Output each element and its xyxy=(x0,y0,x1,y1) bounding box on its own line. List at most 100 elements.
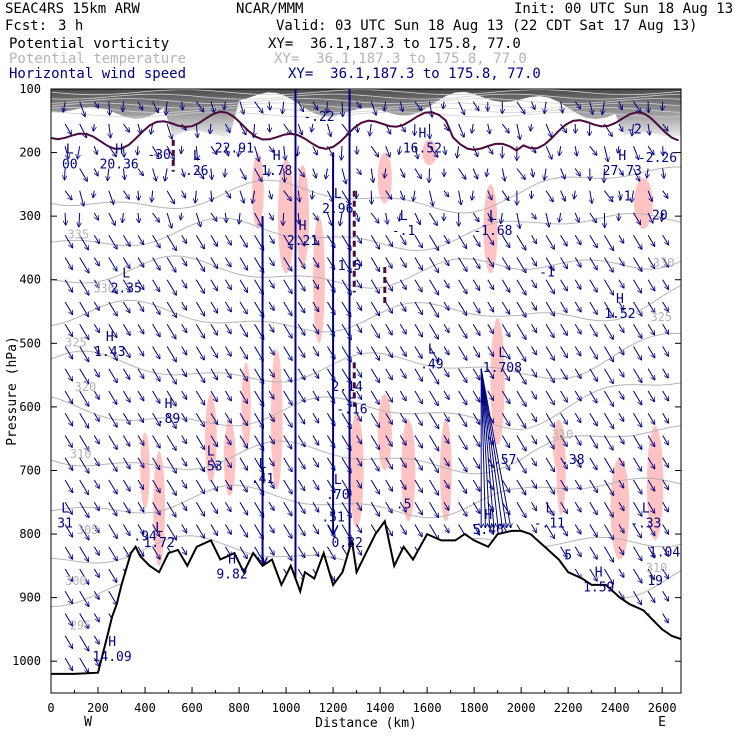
theta-label: 325 xyxy=(650,310,672,324)
wind-vector xyxy=(501,279,510,293)
pv-patch xyxy=(204,394,217,484)
wind-vector xyxy=(414,323,423,337)
wind-vector xyxy=(224,234,231,245)
wind-vector xyxy=(108,457,117,472)
wind-vector xyxy=(166,502,176,517)
wind-vector xyxy=(297,435,305,447)
wind-vector xyxy=(531,413,537,421)
wind-vector xyxy=(224,190,230,198)
wind-vector xyxy=(385,323,393,335)
wind-vector xyxy=(574,323,581,334)
wind-vector xyxy=(79,524,89,540)
wind-vector xyxy=(138,190,139,201)
wind-vector xyxy=(603,435,613,451)
wind-vector xyxy=(648,123,650,135)
wind-vector xyxy=(181,279,187,288)
wind-vector xyxy=(356,524,362,533)
wind-vector xyxy=(618,301,624,310)
wind-vector xyxy=(123,101,124,112)
extremum-letter: L xyxy=(193,149,201,164)
extremum-value: 1.59 xyxy=(583,580,614,595)
wind-vector xyxy=(268,435,274,444)
wind-vector xyxy=(297,101,303,112)
wind-vector xyxy=(152,524,160,537)
wind-vector xyxy=(152,346,160,359)
wind-vector xyxy=(589,323,597,336)
wind-vector xyxy=(487,212,492,222)
wind-vector xyxy=(195,502,204,516)
wind-vector xyxy=(326,123,331,137)
wind-vector xyxy=(239,546,247,559)
wind-vector xyxy=(239,346,248,360)
wind-vector xyxy=(501,413,510,426)
theta-contour-upper xyxy=(51,111,681,118)
x-tick-label: 400 xyxy=(134,701,156,715)
wind-vector xyxy=(458,101,465,115)
wind-vector xyxy=(443,346,449,355)
wind-vector xyxy=(152,479,161,493)
wind-vector xyxy=(196,123,197,138)
wind-vector xyxy=(93,190,94,198)
wind-vector xyxy=(633,591,642,604)
wind-vector xyxy=(385,479,393,491)
wind-vector xyxy=(152,457,160,470)
wind-vector xyxy=(531,502,537,510)
wind-vector xyxy=(108,279,117,294)
wind-vector xyxy=(399,479,406,489)
wind-vector xyxy=(414,257,423,270)
wind-vector xyxy=(618,323,624,332)
wind-vector xyxy=(516,212,520,228)
wind-vector xyxy=(166,346,176,362)
wind-vector xyxy=(312,168,316,179)
wind-vector xyxy=(152,301,160,315)
pv-patch xyxy=(483,184,498,274)
wind-vector xyxy=(603,546,613,562)
wind-vector xyxy=(181,479,187,488)
wind-vector xyxy=(399,413,406,423)
wind-vector xyxy=(356,502,362,510)
wind-vector xyxy=(268,413,274,421)
wind-vector xyxy=(560,301,567,313)
wind-vector xyxy=(385,146,390,157)
wind-vector xyxy=(122,234,130,246)
extremum-value: 2.35 xyxy=(111,281,142,296)
wind-fan-vector xyxy=(480,368,511,528)
wind-vector xyxy=(356,390,362,399)
wind-vector xyxy=(414,368,423,382)
theta-label: 310 xyxy=(646,561,668,575)
wind-vector xyxy=(618,368,624,377)
extremum-value: 16.52 xyxy=(403,142,442,157)
wind-vector xyxy=(472,123,474,133)
wind-vector xyxy=(370,257,379,272)
wind-vector xyxy=(93,123,94,131)
wind-vector xyxy=(443,190,449,197)
wind-vector xyxy=(210,346,218,358)
wind-vector xyxy=(152,257,161,271)
extremum-value: 1.72 xyxy=(143,536,174,551)
extremum-value: -.1 xyxy=(608,189,631,204)
wind-vector xyxy=(93,413,99,421)
extremum-value: .5 xyxy=(396,498,412,513)
theta-label: 310 xyxy=(552,428,574,442)
wind-vector xyxy=(429,190,434,206)
wind-vector xyxy=(93,435,99,444)
wind-vector xyxy=(603,234,613,250)
wind-vector xyxy=(501,301,509,314)
wind-vector xyxy=(589,546,597,559)
wind-vector xyxy=(122,279,130,291)
wind-vector xyxy=(297,257,305,269)
wind-vector xyxy=(647,413,655,424)
pv-patch xyxy=(251,152,264,229)
wind-vector xyxy=(560,323,568,335)
wind-vector xyxy=(472,101,479,111)
wind-vector xyxy=(429,457,439,473)
pv-patch xyxy=(295,165,310,268)
wind-vector xyxy=(385,390,393,402)
y-tick-label: 900 xyxy=(19,591,41,605)
wind-vector xyxy=(399,301,406,311)
wind-vector xyxy=(487,390,494,400)
extremum-value: 5 xyxy=(564,548,572,563)
wind-vector xyxy=(224,257,231,267)
field-name-pv: Potential vorticity xyxy=(9,36,170,52)
wind-vector xyxy=(64,479,73,493)
